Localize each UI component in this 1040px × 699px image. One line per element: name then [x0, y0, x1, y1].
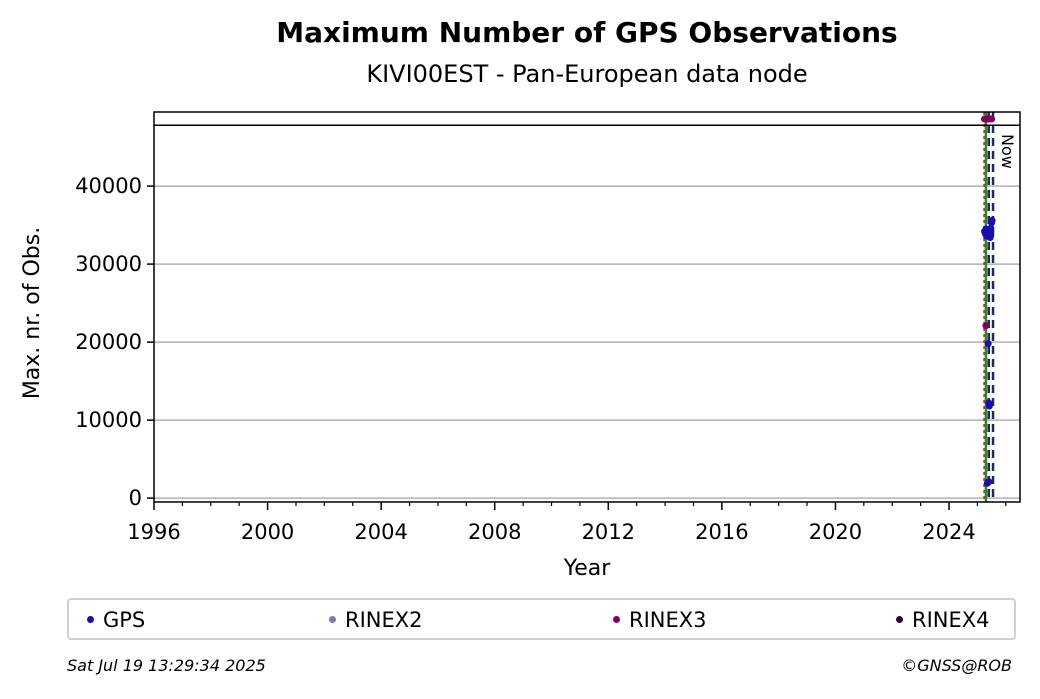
x-tick-label: 2024 [922, 520, 975, 544]
chart-title: Maximum Number of GPS Observations [276, 16, 897, 49]
y-tick-label: 20000 [75, 330, 142, 354]
y-axis-label: Max. nr. of Obs. [20, 227, 45, 399]
x-axis-label: Year [563, 556, 612, 581]
legend: GPS RINEX2 RINEX3 RINEX4 [67, 598, 1016, 640]
legend-label-gps: GPS [103, 608, 146, 632]
x-tick-label: 1996 [127, 520, 180, 544]
data-point [985, 402, 993, 410]
data-point [984, 340, 992, 348]
data-point [988, 216, 996, 224]
chart-svg: Maximum Number of GPS Observations KIVI0… [20, 16, 1021, 581]
chart-subtitle: KIVI00EST - Pan-European data node [366, 60, 807, 88]
x-tick-label: 2004 [354, 520, 407, 544]
y-tick-label: 0 [129, 486, 142, 510]
x-tick-label: 2008 [468, 520, 521, 544]
legend-label-rinex2: RINEX2 [345, 608, 423, 632]
legend-marker-rinex4 [896, 615, 903, 623]
legend-label-rinex4: RINEX4 [912, 608, 990, 632]
legend-item-rinex4: RINEX4 [896, 608, 990, 632]
data-point [986, 229, 994, 237]
data-point [985, 478, 993, 486]
x-tick-label: 2000 [241, 520, 294, 544]
legend-marker-gps [87, 615, 94, 623]
legend-item-gps: GPS [87, 608, 145, 632]
legend-item-rinex3: RINEX3 [613, 608, 707, 632]
now-label: Now [998, 134, 1017, 169]
x-tick-label: 2012 [582, 520, 635, 544]
legend-marker-rinex3 [613, 615, 620, 623]
legend-label-rinex3: RINEX3 [629, 608, 707, 632]
legend-marker-rinex2 [329, 615, 336, 623]
legend-item-rinex2: RINEX2 [329, 608, 423, 632]
vline-layer [983, 112, 995, 502]
x-tick-label: 2016 [695, 520, 748, 544]
axis-layer: 0 10000 20000 30000 40000 1996 2000 2004 2008 201… [75, 174, 1007, 544]
data-point [988, 115, 996, 123]
y-tick-label: 30000 [75, 252, 142, 276]
data-point [982, 322, 990, 330]
y-tick-label: 10000 [75, 408, 142, 432]
point-layer [981, 115, 996, 487]
footer-timestamp: Sat Jul 19 13:29:34 2025 [67, 656, 266, 675]
footer-copyright: ©GNSS@ROB [901, 656, 1012, 675]
y-tick-label: 40000 [75, 174, 142, 198]
x-tick-label: 2020 [809, 520, 862, 544]
grid-layer [154, 185, 1020, 499]
plot-frame [153, 111, 1021, 503]
